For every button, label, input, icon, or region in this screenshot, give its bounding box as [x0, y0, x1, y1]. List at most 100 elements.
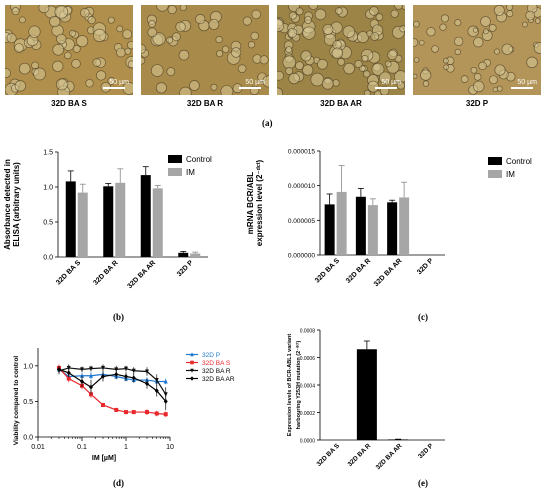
data-point: [124, 373, 128, 379]
micrograph-label: 32D P: [465, 99, 489, 108]
data-point: [144, 369, 149, 374]
legend-swatch: [488, 157, 502, 165]
micrograph-32d-ba-r: 50 µm: [141, 5, 269, 95]
legend-label: Control: [506, 157, 532, 166]
cell: [387, 49, 398, 61]
scale-bar: [103, 87, 125, 89]
cell: [460, 75, 469, 83]
legend-swatch: [168, 155, 182, 163]
cell: [127, 60, 133, 69]
cell: [242, 16, 252, 26]
panel-letter-b: (b): [113, 312, 124, 322]
cell: [506, 10, 514, 18]
cell: [363, 70, 371, 78]
category-label: 32D BA R: [347, 442, 373, 468]
micrograph-image: [5, 5, 133, 95]
cell: [179, 86, 192, 95]
cell: [64, 51, 72, 60]
cell: [454, 48, 461, 56]
cell: [251, 9, 261, 20]
cell: [76, 35, 89, 48]
y-tick-label: 0.000000: [288, 253, 315, 260]
micrograph-image: [413, 5, 541, 95]
cell: [56, 33, 67, 45]
data-point: [56, 366, 61, 372]
cell: [277, 18, 285, 33]
data-point: [114, 371, 119, 377]
cell: [371, 62, 385, 76]
cell: [189, 80, 200, 91]
cell: [288, 72, 300, 85]
cell: [331, 47, 344, 59]
cell: [148, 20, 156, 28]
bar: [324, 204, 335, 255]
data-point: [154, 411, 159, 416]
data-point: [190, 352, 194, 357]
cell: [314, 8, 327, 21]
bar: [399, 197, 410, 255]
cell: [287, 28, 298, 38]
cell: [363, 89, 371, 95]
cell: [419, 39, 425, 46]
x-tick-label: 1: [124, 444, 128, 451]
y-axis-label: ELISA (arbitrary units): [12, 162, 21, 247]
cell: [208, 18, 220, 30]
cell: [472, 27, 478, 33]
data-point: [190, 376, 194, 381]
data-point: [190, 368, 194, 373]
data-point: [154, 388, 159, 394]
scale-bar-label: 50 µm: [245, 79, 265, 86]
cell: [92, 58, 102, 67]
cell: [19, 16, 26, 24]
y-tick-label: 0.0004: [300, 384, 316, 390]
cell: [221, 45, 230, 53]
data-point: [131, 375, 136, 381]
legend-label: Control: [186, 155, 212, 164]
cell: [384, 60, 392, 68]
cell: [367, 80, 380, 93]
data-point: [163, 378, 168, 384]
cell: [166, 67, 176, 77]
cell: [488, 23, 497, 32]
cell: [250, 31, 259, 41]
category-label: 32D BA R: [92, 259, 119, 286]
data-point: [163, 398, 168, 404]
scale-bar: [239, 87, 261, 89]
x-tick-label: 10: [166, 444, 174, 451]
cell: [95, 70, 107, 81]
data-point: [66, 365, 71, 371]
cell: [141, 57, 146, 65]
cell: [431, 45, 439, 53]
data-point: [88, 373, 93, 378]
legend-label: 32D P: [202, 352, 220, 359]
y-axis-label: mRNA BCR/ABL: [246, 172, 255, 234]
cell: [413, 73, 418, 79]
category-label: 32D BA S: [316, 442, 342, 468]
cell: [343, 62, 355, 75]
cell: [259, 55, 269, 65]
cell: [230, 47, 242, 58]
bar: [77, 192, 88, 257]
cell: [285, 46, 293, 53]
cell: [55, 78, 68, 91]
series-line: [58, 367, 167, 395]
data-point: [144, 410, 149, 415]
chart-c: 0.000000 0.000005 0.000010 0.000015 32D BA S…: [246, 149, 532, 289]
cell: [87, 16, 96, 25]
cell: [116, 25, 124, 33]
y-tick-label: 0.000015: [288, 149, 315, 156]
bar: [140, 175, 151, 257]
cell: [494, 64, 506, 76]
cell: [454, 19, 462, 27]
cell: [237, 64, 247, 74]
cell: [175, 21, 186, 33]
cell: [453, 36, 464, 46]
panel-letter-a: (a): [262, 118, 273, 128]
y-tick-label: 0.000005: [288, 218, 315, 225]
legend-label: IM: [186, 168, 195, 177]
cell: [92, 28, 107, 43]
cell: [396, 81, 405, 90]
data-point: [114, 367, 119, 372]
cell: [379, 71, 392, 84]
y-tick-label: 0.0000: [300, 439, 316, 445]
